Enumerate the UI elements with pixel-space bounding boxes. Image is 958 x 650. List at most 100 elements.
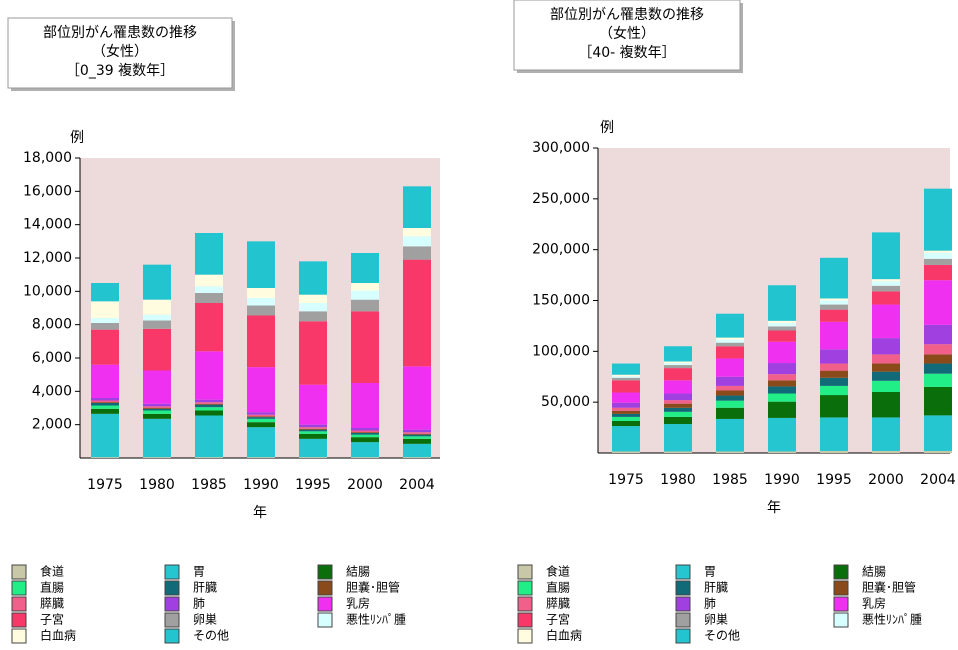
bar-segment xyxy=(247,417,275,419)
legend-label: 乳房 xyxy=(346,596,370,611)
bar-segment xyxy=(716,376,744,386)
bar-segment xyxy=(403,436,431,439)
x-tick-label: 2000 xyxy=(868,472,904,488)
x-tick-label: 1975 xyxy=(608,472,644,488)
legend-label: 胃 xyxy=(193,565,205,579)
x-tick-label: 1975 xyxy=(87,477,123,493)
bar-segment xyxy=(924,450,952,453)
legend-label: 悪性ﾘﾝﾊﾟ腫 xyxy=(346,613,406,627)
bar-segment xyxy=(351,437,379,443)
bar-segment xyxy=(403,228,431,237)
bar-segment xyxy=(299,261,327,295)
bar-segment xyxy=(768,330,796,342)
y-tick-label: 100,000 xyxy=(532,343,590,359)
legend-swatch xyxy=(517,628,533,644)
bar-segment xyxy=(351,283,379,291)
legend-label: 胆嚢･胆管 xyxy=(862,580,916,595)
bar-segment xyxy=(716,395,744,401)
bar-segment xyxy=(612,413,640,417)
y-tick-label: 18,000 xyxy=(23,150,72,166)
bar-segment xyxy=(612,377,640,381)
bar-segment xyxy=(143,328,171,371)
bar-segment xyxy=(91,457,119,458)
bar-segment xyxy=(195,399,223,403)
bar-segment xyxy=(403,434,431,437)
bar-segment xyxy=(403,433,431,435)
bar-segment xyxy=(924,250,952,253)
bar-segment xyxy=(924,258,952,265)
bar-segment xyxy=(872,450,900,453)
bar-segment xyxy=(768,326,796,331)
bar-segment xyxy=(820,321,848,350)
bar-segment xyxy=(924,354,952,364)
bar-segment xyxy=(664,416,692,425)
bar-segment xyxy=(195,415,223,458)
y-tick-label: 250,000 xyxy=(532,191,590,207)
bar-segment xyxy=(247,416,275,418)
bar-segment xyxy=(247,418,275,423)
bar-segment xyxy=(351,432,379,433)
x-tick-label: 2004 xyxy=(399,477,435,493)
bar-segment xyxy=(91,402,119,403)
x-tick-label: 1990 xyxy=(764,472,800,488)
legend-swatch xyxy=(675,580,691,596)
bar-segment xyxy=(247,457,275,458)
bar-segment xyxy=(299,424,327,428)
bar-segment xyxy=(820,298,848,301)
bar-segment xyxy=(91,329,119,365)
bar-segment xyxy=(299,431,327,434)
bar-segment xyxy=(924,280,952,325)
chart-title: 部位別がん罹患数の推移 xyxy=(43,25,197,41)
bar-segment xyxy=(195,351,223,400)
legend-swatch xyxy=(164,580,180,596)
bar-segment xyxy=(351,457,379,458)
bar-segment xyxy=(612,410,640,414)
bar-segment xyxy=(91,301,119,318)
bar-segment xyxy=(247,414,275,417)
bar-segment xyxy=(612,363,640,375)
bar-segment xyxy=(91,283,119,302)
bar-segment xyxy=(299,427,327,429)
bar-segment xyxy=(612,416,640,421)
bar-segment xyxy=(872,417,900,451)
bar-segment xyxy=(612,380,640,393)
bar-segment xyxy=(91,408,119,414)
bar-segment xyxy=(768,363,796,375)
bar-segment xyxy=(247,412,275,415)
bar-segment xyxy=(299,457,327,458)
bar-segment xyxy=(403,438,431,444)
bar-segment xyxy=(195,286,223,293)
legend-label: 乳房 xyxy=(862,596,886,611)
bar-segment xyxy=(768,417,796,452)
bar-segment xyxy=(143,408,171,409)
x-axis-label: 年 xyxy=(253,505,267,521)
bar-segment xyxy=(820,349,848,364)
legend-label: 子宮 xyxy=(40,612,64,627)
x-tick-label: 1985 xyxy=(712,472,748,488)
bar-segment xyxy=(351,433,379,435)
bar-segment xyxy=(299,294,327,303)
bar-segment xyxy=(403,429,431,433)
bar-segment xyxy=(716,400,744,408)
legend-label: 悪性ﾘﾝﾊﾟ腫 xyxy=(862,613,922,627)
bar-segment xyxy=(143,410,171,414)
bar-segment xyxy=(247,315,275,368)
bar-segment xyxy=(351,434,379,438)
bar-segment xyxy=(716,390,744,396)
bar-segment xyxy=(143,299,171,315)
bar-segment xyxy=(91,318,119,323)
bar-segment xyxy=(143,403,171,407)
bar-segment xyxy=(716,358,744,377)
bar-segment xyxy=(820,363,848,371)
legend-label: 膵臓 xyxy=(40,597,64,611)
bar-segment xyxy=(91,400,119,403)
bar-segment xyxy=(820,300,848,305)
legend-swatch xyxy=(317,564,333,580)
legend-swatch xyxy=(675,564,691,580)
legend-label: 肺 xyxy=(193,597,205,611)
legend-swatch xyxy=(517,612,533,628)
bar-segment xyxy=(664,424,692,452)
legend-label: 肝臓 xyxy=(704,581,728,595)
bar-segment xyxy=(872,279,900,282)
y-tick-label: 12,000 xyxy=(23,250,72,266)
